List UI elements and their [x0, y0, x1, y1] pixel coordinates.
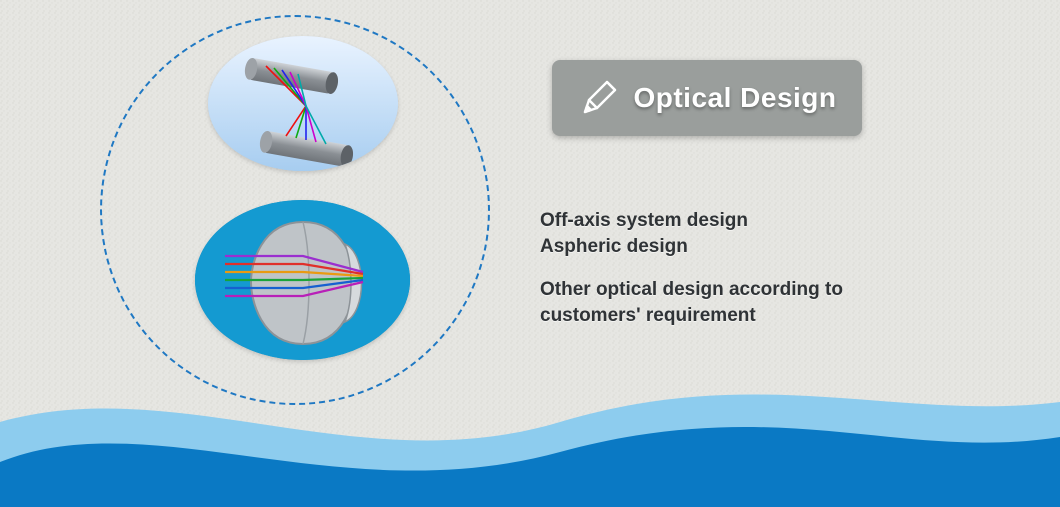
copy-line-1: Off-axis system design	[540, 208, 843, 234]
illustration-aspheric	[195, 200, 410, 360]
title-badge: Optical Design	[552, 60, 862, 136]
title-text: Optical Design	[633, 82, 836, 114]
wave-footer	[0, 367, 1060, 507]
body-copy: Off-axis system design Aspheric design O…	[540, 208, 843, 329]
canvas: Optical Design Off-axis system design As…	[0, 0, 1060, 507]
copy-line-4: customers' requirement	[540, 303, 843, 329]
copy-line-2: Aspheric design	[540, 234, 843, 260]
copy-line-3: Other optical design according to	[540, 277, 843, 303]
illustration-offaxis	[208, 36, 398, 171]
pencil-icon	[577, 76, 621, 120]
